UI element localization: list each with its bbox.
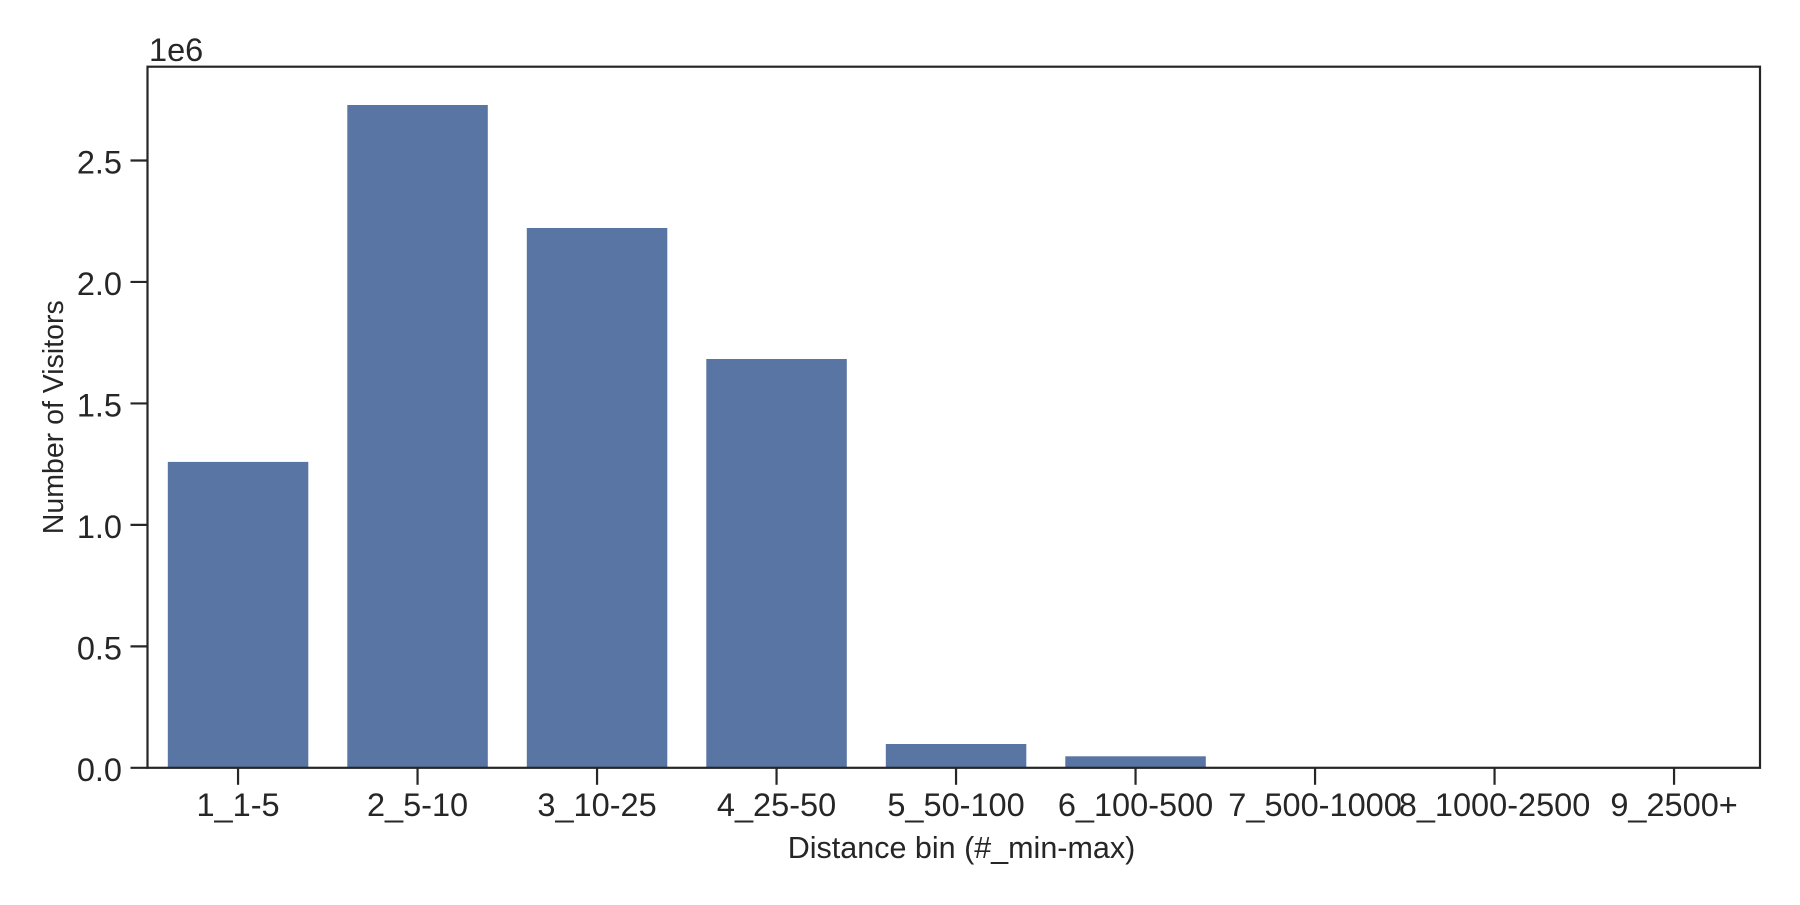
svg-text:4_25-50: 4_25-50 xyxy=(717,787,836,823)
svg-text:2.5: 2.5 xyxy=(77,145,122,181)
svg-text:5_50-100: 5_50-100 xyxy=(887,787,1024,823)
svg-text:0.0: 0.0 xyxy=(77,752,122,788)
svg-text:0.5: 0.5 xyxy=(77,631,122,667)
svg-text:6_100-500: 6_100-500 xyxy=(1058,787,1213,823)
svg-text:7_500-1000: 7_500-1000 xyxy=(1228,787,1402,823)
svg-text:Distance bin (#_min-max): Distance bin (#_min-max) xyxy=(788,831,1135,865)
svg-text:3_10-25: 3_10-25 xyxy=(537,787,656,823)
svg-text:1_1-5: 1_1-5 xyxy=(196,787,279,823)
svg-text:2_5-10: 2_5-10 xyxy=(367,787,468,823)
svg-text:1e6: 1e6 xyxy=(149,32,203,68)
svg-text:1.0: 1.0 xyxy=(77,509,122,545)
svg-text:Number of Visitors: Number of Visitors xyxy=(38,300,70,534)
svg-text:1.5: 1.5 xyxy=(77,388,122,424)
svg-text:8_1000-2500: 8_1000-2500 xyxy=(1399,787,1591,823)
svg-text:9_2500+: 9_2500+ xyxy=(1610,787,1737,823)
svg-text:2.0: 2.0 xyxy=(77,266,122,302)
